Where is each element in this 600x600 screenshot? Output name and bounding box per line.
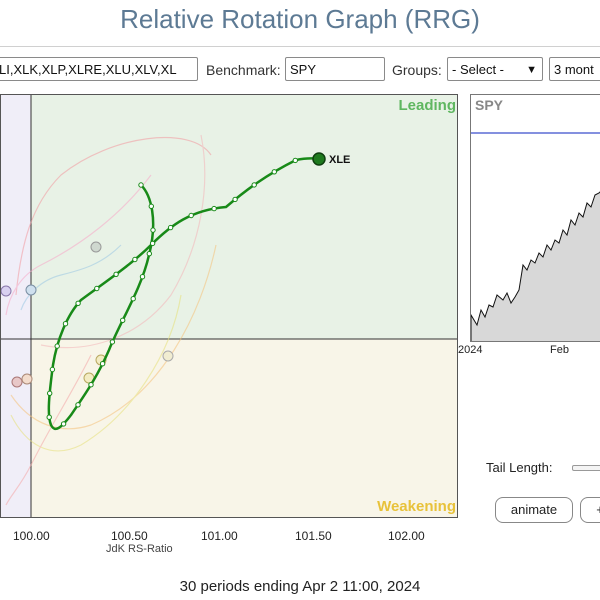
x-tick-label: 101.00 bbox=[201, 529, 238, 543]
tail-length-label: Tail Length: bbox=[486, 460, 553, 475]
xle-tail-point bbox=[132, 256, 138, 263]
xle-tail-point bbox=[251, 182, 257, 188]
xle-tail-point bbox=[146, 251, 153, 257]
rrg-plot: XLE Leading Weakening bbox=[1, 95, 457, 517]
page-title: Relative Rotation Graph (RRG) bbox=[120, 4, 480, 34]
x-tick-label: 100.50 bbox=[111, 529, 148, 543]
xle-tail-line bbox=[47, 157, 320, 431]
other-sector-tails bbox=[5, 134, 217, 506]
groups-select-value: - Select - bbox=[452, 62, 505, 77]
step-button[interactable]: + bbox=[580, 497, 600, 523]
xle-tail-point bbox=[138, 182, 144, 188]
sector-tail-magenta bbox=[5, 174, 152, 316]
sector-tail-pink bbox=[40, 134, 206, 349]
xle-tail-point bbox=[75, 300, 81, 307]
xle-tail-point bbox=[211, 205, 217, 212]
xle-tail-point bbox=[99, 361, 106, 367]
x-tick-label: 101.50 bbox=[295, 529, 332, 543]
xle-tail-point bbox=[62, 321, 69, 327]
weakening-quadrant-label: Weakening bbox=[377, 498, 456, 515]
xle-tail-point bbox=[109, 339, 116, 345]
symbols-input[interactable]: LI,XLK,XLP,XLRE,XLU,XLV,XL bbox=[0, 57, 198, 81]
xle-tail-point bbox=[271, 169, 277, 175]
sector-head-purple bbox=[1, 285, 12, 297]
xle-label: XLE bbox=[329, 154, 350, 166]
xle-tail-point bbox=[49, 366, 56, 373]
xle-tail-point bbox=[139, 274, 146, 280]
xle-tail-point bbox=[150, 227, 156, 233]
sector-tail-yellow bbox=[10, 294, 182, 452]
xle-tail-point bbox=[75, 402, 81, 408]
xle-tail-point bbox=[94, 285, 100, 292]
sector-tail-red bbox=[15, 137, 212, 296]
price-chart-svg: SPY bbox=[471, 95, 600, 341]
sector-head-tan bbox=[162, 350, 174, 362]
rrg-chart[interactable]: XLE Leading Weakening bbox=[0, 94, 458, 518]
groups-label: Groups: bbox=[392, 62, 442, 78]
benchmark-input[interactable]: SPY bbox=[285, 57, 385, 81]
x-tick-label: 102.00 bbox=[388, 529, 425, 543]
price-x-label: Feb bbox=[550, 344, 569, 356]
price-chart-symbol: SPY bbox=[475, 97, 504, 113]
xle-tail-point bbox=[60, 421, 67, 427]
xle-tail-point bbox=[46, 414, 52, 420]
xle-tail-point bbox=[130, 296, 136, 302]
sector-head-gray bbox=[90, 241, 102, 253]
xle-tail-point bbox=[167, 224, 174, 231]
sector-head-blue bbox=[25, 284, 37, 296]
sector-heads bbox=[1, 241, 174, 388]
xle-tail-point bbox=[54, 343, 60, 349]
xle-tail-points bbox=[46, 157, 298, 427]
xle-tail-point bbox=[88, 382, 94, 388]
leading-quadrant-label: Leading bbox=[398, 97, 456, 114]
animate-button[interactable]: animate bbox=[495, 497, 573, 523]
title-divider bbox=[0, 46, 600, 47]
weakening-quadrant-bg bbox=[31, 339, 457, 517]
sector-head-orange bbox=[21, 373, 33, 385]
left-quadrant-bg bbox=[1, 95, 31, 517]
sector-tail-orange bbox=[10, 244, 217, 430]
price-x-label: 2024 bbox=[458, 344, 483, 356]
leading-quadrant-bg bbox=[31, 95, 457, 339]
sector-tail-blue bbox=[20, 244, 122, 311]
period-select[interactable]: 3 mont bbox=[549, 57, 600, 81]
price-series-area bbox=[471, 191, 600, 341]
benchmark-label: Benchmark: bbox=[206, 62, 281, 78]
xle-tail-point bbox=[188, 212, 194, 219]
xle-tail-point bbox=[292, 157, 298, 164]
periods-footer: 30 periods ending Apr 2 11:00, 2024 bbox=[179, 578, 421, 595]
price-chart[interactable]: SPY bbox=[470, 94, 600, 342]
xle-head-marker[interactable] bbox=[312, 152, 326, 166]
groups-select[interactable]: - Select - ▼ bbox=[447, 57, 543, 81]
xle-tail-point bbox=[232, 196, 238, 203]
sector-head-red bbox=[11, 376, 23, 388]
xle-tail-point bbox=[148, 203, 155, 210]
chevron-down-icon: ▼ bbox=[526, 64, 537, 76]
xle-tail-point bbox=[47, 390, 53, 396]
xle-tail-point bbox=[149, 240, 156, 247]
xle-tail-point bbox=[120, 317, 126, 324]
tail-length-slider[interactable] bbox=[572, 465, 600, 471]
xle-tail-point bbox=[113, 271, 119, 278]
sector-tail-red-2 bbox=[5, 354, 92, 506]
x-tick-label: 100.00 bbox=[13, 529, 50, 543]
x-axis-label: JdK RS-Ratio bbox=[106, 543, 173, 555]
